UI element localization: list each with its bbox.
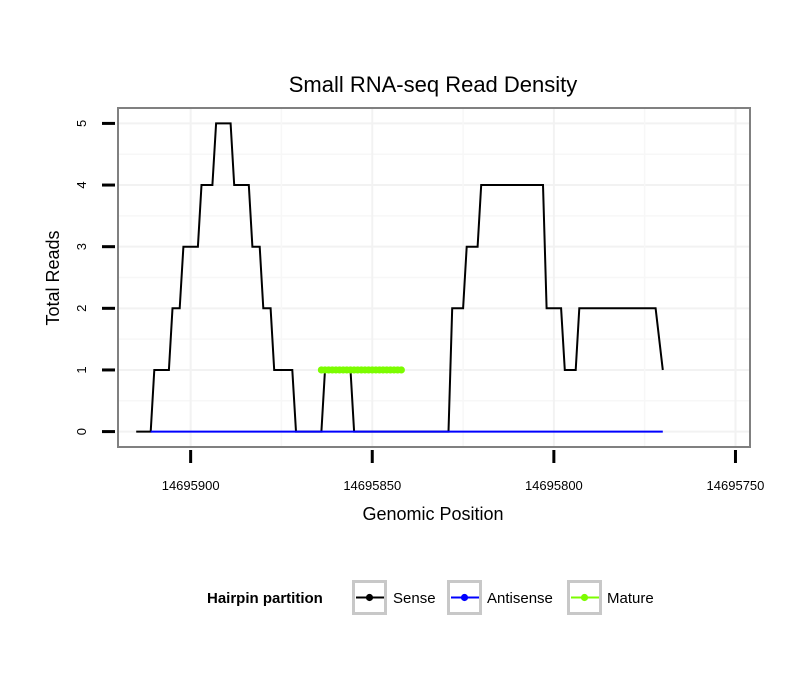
legend-key-point-antisense	[460, 593, 469, 602]
x-tick-label: 14695800	[525, 478, 583, 493]
y-axis-title: Total Reads	[43, 230, 63, 325]
legend-key-point-sense	[365, 593, 374, 602]
x-tick-label: 14695900	[162, 478, 220, 493]
legend: Hairpin partition Sense Antisense Mature	[207, 580, 654, 615]
series-point-mature	[397, 366, 405, 374]
x-tick-label: 14695750	[707, 478, 765, 493]
legend-title: Hairpin partition	[207, 590, 323, 607]
y-tick-label: 3	[74, 243, 89, 250]
y-tick-label: 0	[74, 428, 89, 435]
y-tick-label: 5	[74, 120, 89, 127]
y-tick-label: 4	[74, 181, 89, 188]
plot-panel-border	[117, 107, 751, 448]
legend-label-mature: Mature	[607, 590, 654, 607]
grid	[118, 108, 750, 447]
chart-title: Small RNA-seq Read Density	[289, 72, 578, 97]
x-tick-label: 14695850	[343, 478, 401, 493]
y-tick-label: 1	[74, 366, 89, 373]
x-axis-title: Genomic Position	[362, 504, 503, 524]
legend-key-point-mature	[580, 593, 589, 602]
legend-label-antisense: Antisense	[487, 590, 553, 607]
axes: 0 1 2 3 4 5 14695900 14695850 14695800 14695750	[74, 120, 764, 493]
plot-series	[136, 122, 664, 433]
y-tick-label: 2	[74, 305, 89, 312]
legend-label-sense: Sense	[393, 590, 436, 607]
